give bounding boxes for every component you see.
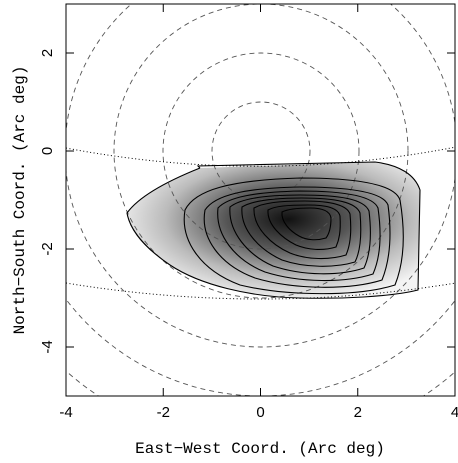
circles [66, 4, 455, 396]
y-tick-label: 0 [39, 147, 56, 155]
range-circle [113, 4, 409, 299]
range-circle [162, 52, 360, 250]
contour [217, 190, 381, 282]
contour [267, 204, 341, 250]
contour [126, 161, 421, 299]
plot-area [66, 4, 455, 396]
contours [183, 177, 404, 295]
x-tick-label: 4 [451, 404, 458, 421]
y-tick-label: -4 [39, 340, 56, 353]
x-tick-label: 2 [354, 404, 362, 421]
range-circle [211, 101, 311, 201]
x-tick-label: 0 [256, 404, 264, 421]
x-tick-label: -2 [157, 404, 170, 421]
contour [203, 186, 391, 288]
range-circle [66, 4, 455, 348]
x-axis-label: East−West Coord. (Arc deg) [135, 440, 385, 458]
boundary-arc [66, 146, 455, 167]
y-axis-label: North−South Coord. (Arc deg) [11, 66, 29, 335]
x-tick-label: -4 [59, 404, 72, 421]
y-tick-label: 2 [39, 49, 56, 57]
density-field [127, 162, 420, 299]
y-tick-label: -2 [39, 242, 56, 255]
contour [183, 177, 404, 295]
contour [281, 207, 332, 241]
contour [241, 197, 362, 267]
contour [253, 200, 352, 260]
contour [229, 194, 371, 275]
